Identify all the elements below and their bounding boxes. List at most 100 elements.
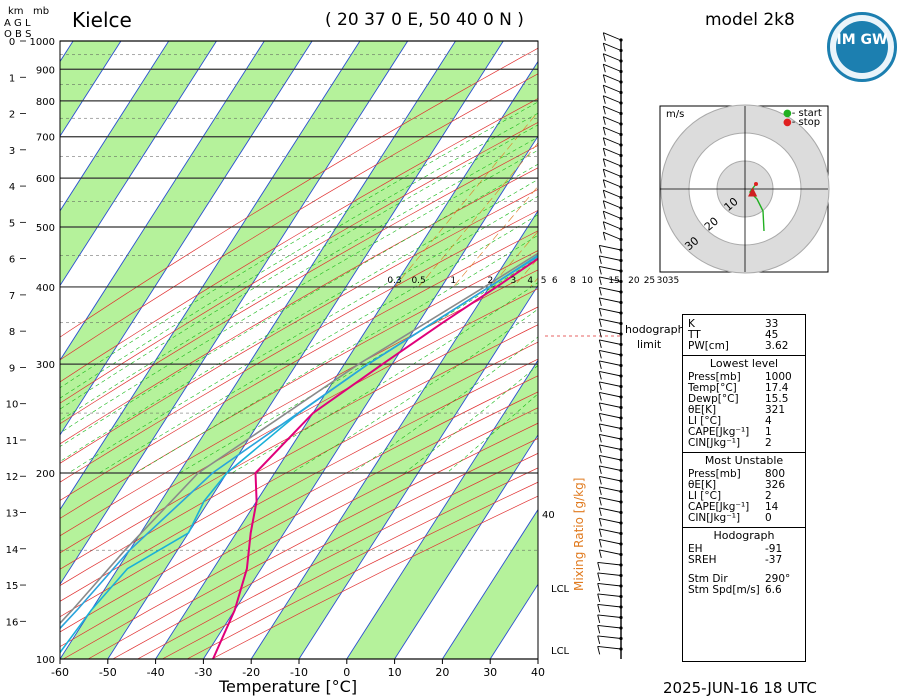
- wind-barb-flag: [598, 392, 602, 401]
- index-row-value: 3.62: [765, 340, 789, 352]
- x-tick-label: -60: [51, 666, 69, 679]
- mixing-ratio-label: 5: [541, 276, 547, 286]
- imgw-logo: IM GW: [827, 12, 897, 82]
- units-km: km: [8, 6, 24, 17]
- wind-barb-flag: [602, 137, 606, 146]
- wind-barb-flag: [602, 53, 606, 62]
- storm-row-key: Stm Spd[m/s]: [688, 584, 760, 596]
- km-tick-label: 9: [9, 363, 15, 374]
- wind-barb-flag: [598, 308, 602, 317]
- lowest-level-title: Lowest level: [709, 357, 779, 370]
- wind-barb-flag: [598, 287, 602, 296]
- wind-barb-flag: [602, 64, 606, 73]
- hodograph-legend-start: ●- start: [783, 108, 822, 119]
- dry-adiabat: [60, 324, 538, 586]
- storm-motion-icon: ▲: [748, 184, 758, 198]
- wind-barb: [599, 286, 622, 293]
- mixing-ratio-label: 10: [582, 276, 594, 286]
- lowest-level-row: Dewp[°C] 15.5: [683, 394, 805, 405]
- hodograph-list: EH -91 SREH -37: [683, 544, 805, 566]
- lowest-level-row-value: 17.4: [765, 382, 789, 394]
- most-unstable-row-key: θE[K]: [688, 479, 717, 491]
- storm-row-key: Stm Dir: [688, 573, 728, 585]
- pressure-tick-label: 500: [36, 223, 55, 234]
- moist-adiabat: [68, 195, 538, 474]
- wind-barb: [603, 53, 622, 62]
- x-tick-label: 0: [343, 666, 350, 679]
- wind-barb: [597, 624, 622, 629]
- hodograph-row-value: -91: [765, 543, 783, 555]
- wind-barb-flag: [598, 486, 602, 495]
- wind-barb: [599, 276, 622, 282]
- wind-barb: [599, 444, 622, 450]
- wind-barb: [599, 412, 622, 419]
- isotherm-line: [155, 60, 538, 659]
- pressure-tick-label: 800: [36, 97, 55, 108]
- wind-barb: [599, 391, 622, 398]
- dry-adiabat: [60, 269, 538, 537]
- wind-barb-flag: [598, 318, 602, 327]
- wind-barb: [599, 538, 622, 545]
- isotherm-line: [394, 434, 538, 659]
- isotherm-line: [298, 284, 538, 659]
- wind-barb-flag: [598, 549, 602, 558]
- units-obs: O B S: [4, 29, 32, 40]
- wind-barb-flag: [602, 232, 606, 241]
- wind-barb-flag: [598, 423, 602, 432]
- wind-barb-flag: [597, 583, 601, 592]
- wind-barb: [597, 614, 622, 618]
- most-unstable-title: Most Unstable: [704, 454, 784, 467]
- wind-barb: [597, 645, 622, 650]
- wind-barb-flag: [602, 74, 606, 83]
- isotherm-line: [203, 135, 538, 659]
- wind-barb-flag: [602, 169, 606, 178]
- pressure-tick-label: 700: [36, 133, 55, 144]
- wind-barb-flag: [602, 43, 606, 52]
- wind-barb-flag: [598, 539, 602, 548]
- lowest-level-row: Temp[°C] 17.4: [683, 383, 805, 394]
- lowest-level-row-value: 1000: [765, 371, 792, 383]
- storm-row: Stm Dir 290°: [683, 574, 805, 585]
- km-tick-label: 2: [9, 110, 15, 121]
- wind-barb-flag: [598, 528, 602, 537]
- wind-barb: [603, 147, 622, 156]
- dry-adiabat: [60, 98, 538, 383]
- indices-panel: K 33 TT 45 PW[cm] 3.62 Lowest level Press[mb]…: [682, 314, 806, 662]
- wind-barb-flag: [602, 95, 606, 104]
- wind-barb-flag: [598, 402, 602, 411]
- x-tick-label: -50: [99, 666, 117, 679]
- mixing-ratio-label: 15: [608, 276, 619, 286]
- lowest-level-row: Press[mb] 1000: [683, 372, 805, 383]
- wind-barb: [599, 307, 622, 314]
- wind-barb: [603, 231, 622, 240]
- most-unstable-row: CAPE[Jkg⁻¹] 14: [683, 502, 805, 513]
- wind-barb-flag: [598, 350, 602, 359]
- mixing-ratio-label: 8: [570, 276, 576, 286]
- index-row: TT 45: [683, 330, 805, 341]
- indices-basic: K 33 TT 45 PW[cm] 3.62: [683, 315, 805, 352]
- mixing-ratio-label: 35: [668, 276, 679, 286]
- lowest-level-row-value: 321: [765, 404, 786, 416]
- dry-adiabat: [60, 306, 538, 570]
- km-tick-label: 6: [9, 255, 15, 266]
- wind-barb: [599, 328, 622, 335]
- wind-barb-flag: [597, 635, 601, 645]
- wind-barb-flag: [602, 200, 606, 209]
- hodograph-stop-point: [754, 182, 758, 186]
- hodograph-limit-label-1: hodograph: [625, 323, 685, 336]
- lowest-level-row-value: 15.5: [765, 393, 789, 405]
- wind-barb-flag: [598, 444, 602, 453]
- wind-barb-flag: [597, 572, 601, 582]
- km-tick-label: 4: [9, 182, 15, 193]
- storm-row-value: 290°: [765, 573, 791, 585]
- wind-barb-flag: [598, 455, 602, 464]
- km-tick-label: 16: [6, 617, 19, 628]
- wind-barb-flag: [602, 32, 606, 41]
- mixing-ratio-label: 30: [657, 276, 669, 286]
- wind-barb: [599, 339, 622, 345]
- wind-barb: [599, 297, 622, 303]
- wind-barb: [599, 318, 622, 324]
- most-unstable-row-value: 326: [765, 479, 786, 491]
- hodograph-legend-stop: ●- stop: [783, 117, 821, 128]
- x-tick-label: 40: [531, 666, 545, 679]
